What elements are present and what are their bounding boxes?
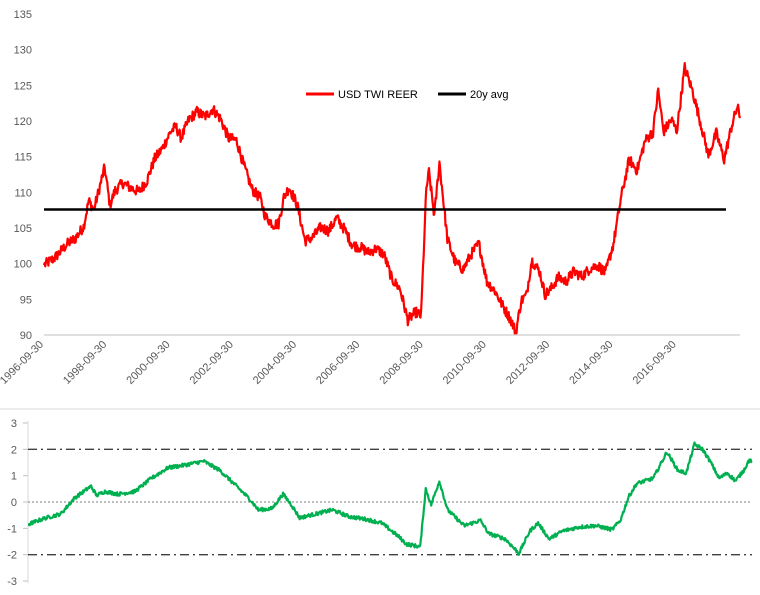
reer-x-axis: 1996-09-30 1998-09-30 2000-09-30 2002-09-30… (0, 339, 679, 387)
zscore-series-group (27, 441, 753, 556)
zscore-y-tick-label: -3 (7, 576, 17, 588)
zscore-y-tick-label: -1 (7, 523, 17, 535)
reer-x-tick-label: 2016-09-30 (631, 339, 679, 387)
reer-y-tick-label: 125 (14, 80, 32, 92)
reer-x-tick-label: 2006-09-30 (314, 339, 362, 387)
reer-x-tick-label: 2000-09-30 (124, 339, 172, 387)
zscore-y-tick-label: -2 (7, 550, 17, 562)
reer-y-tick-label: 120 (14, 116, 32, 128)
reer-x-tick-label: 2014-09-30 (567, 339, 615, 387)
reer-x-tick-label: 2010-09-30 (441, 339, 489, 387)
legend-label-20y-avg: 20y avg (470, 89, 509, 101)
reer-x-tick-label: 1998-09-30 (61, 339, 109, 387)
reer-legend: USD TWI REER 20y avg (306, 89, 509, 101)
reer-x-tick-label: 1996-09-30 (0, 339, 46, 387)
reer-y-tick-label: 115 (14, 152, 32, 164)
zscore-y-tick-label: 1 (11, 471, 17, 483)
reer-y-tick-label: 130 (14, 45, 32, 57)
zscore-reference-lines (28, 448, 752, 556)
zscore-line-chart: -3 -2 -1 0 1 2 3 (7, 418, 753, 588)
reer-y-tick-label: 110 (14, 187, 32, 199)
reer-y-tick-label: 95 (20, 294, 32, 306)
zscore-y-axis: -3 -2 -1 0 1 2 3 (7, 418, 29, 588)
reer-x-tick-label: 2012-09-30 (504, 339, 552, 387)
reer-y-tick-label: 135 (14, 9, 32, 21)
series-line-z-score (27, 441, 753, 556)
zscore-y-tick-label: 0 (11, 497, 17, 509)
reer-series-group (42, 61, 742, 335)
reer-x-tick-label: 2002-09-30 (188, 339, 236, 387)
reer-x-tick-label: 2004-09-30 (251, 339, 299, 387)
reer-y-tick-label: 105 (14, 223, 32, 235)
reer-x-tick-label: 2008-09-30 (377, 339, 425, 387)
reer-y-tick-label: 90 (20, 330, 32, 342)
reer-y-axis: 90 95 100 105 110 115 120 125 130 135 (14, 9, 32, 342)
series-line-usd-twi-reer (42, 61, 742, 335)
reer-y-tick-label: 100 (14, 259, 32, 271)
legend-label-usd-twi-reer: USD TWI REER (338, 89, 418, 101)
zscore-y-tick-label: 2 (11, 444, 17, 456)
zscore-y-tick-label: 3 (11, 418, 17, 430)
